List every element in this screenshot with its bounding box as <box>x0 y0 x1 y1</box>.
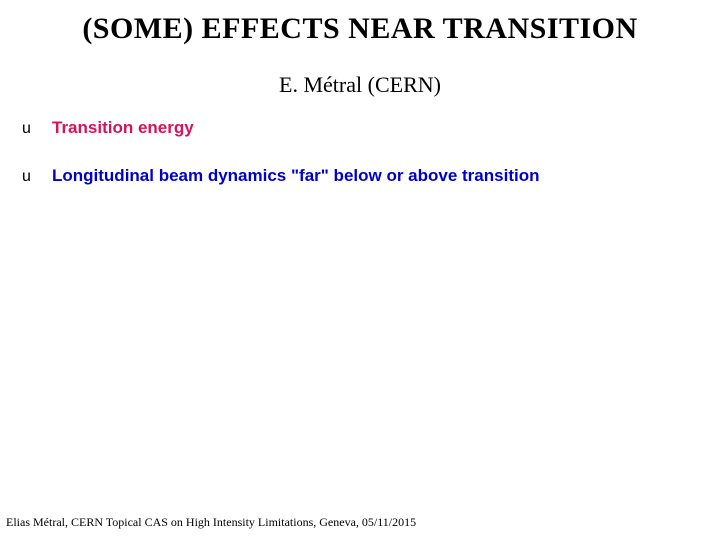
slide-title: (SOME) EFFECTS NEAR TRANSITION <box>0 12 720 46</box>
slide-footer: Elias Métral, CERN Topical CAS on High I… <box>6 515 416 530</box>
bullet-list: u Transition energy u Longitudinal beam … <box>22 118 700 186</box>
bullet-marker: u <box>22 168 34 186</box>
slide: (SOME) EFFECTS NEAR TRANSITION E. Métral… <box>0 0 720 540</box>
bullet-marker: u <box>22 120 34 138</box>
bullet-text: Longitudinal beam dynamics "far" below o… <box>52 166 539 186</box>
bullet-row: u Longitudinal beam dynamics "far" below… <box>22 166 700 186</box>
bullet-text: Transition energy <box>52 118 194 138</box>
slide-author: E. Métral (CERN) <box>0 72 720 98</box>
bullet-row: u Transition energy <box>22 118 700 138</box>
